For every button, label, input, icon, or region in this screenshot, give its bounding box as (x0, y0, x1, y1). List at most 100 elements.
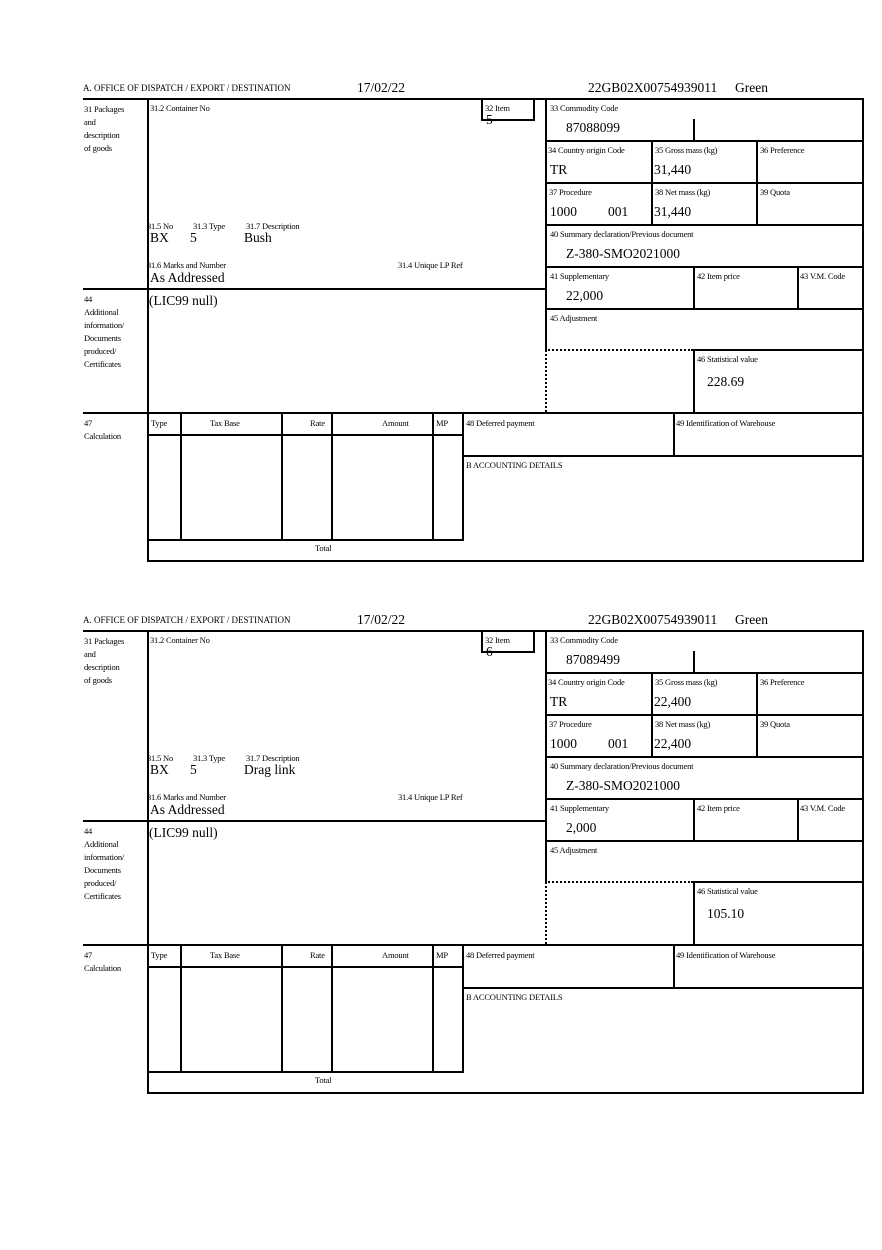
calc-col-amount: Amount (382, 418, 409, 428)
preference-label: 36 Preference (760, 677, 805, 687)
divider (545, 140, 864, 142)
route: Green (735, 612, 768, 627)
item-value: 6 (486, 644, 493, 659)
container-no-label: 31.2 Container No (150, 103, 210, 113)
procedure-value: 1000 (550, 736, 577, 751)
divider (83, 288, 547, 290)
divider (147, 1092, 864, 1094)
warehouse-label: 49 Identification of Warehouse (676, 418, 776, 428)
divider (331, 412, 333, 539)
supplementary-label: 41 Supplementary (550, 803, 609, 813)
quota-label: 39 Quota (760, 719, 790, 729)
supplementary-label: 41 Supplementary (550, 271, 609, 281)
procedure-code-value: 001 (608, 736, 629, 751)
packages-label: 31 Packages and description of goods (84, 635, 124, 687)
office-heading: A. OFFICE OF DISPATCH / EXPORT / DESTINA… (83, 83, 291, 93)
label-line: Documents (84, 333, 121, 343)
divider (673, 944, 675, 987)
label-line: information/ (84, 320, 125, 330)
divider (432, 412, 434, 539)
calc-col-amount: Amount (382, 950, 409, 960)
label-line: of goods (84, 143, 112, 153)
divider (481, 630, 483, 652)
type-value: 5 (190, 230, 197, 245)
calc-col-rate: Rate (310, 950, 325, 960)
description-label: 31.7 Description (246, 221, 300, 231)
no-label: 31.5 No (147, 753, 173, 763)
item-label: 32 Item (485, 103, 510, 113)
divider (481, 651, 535, 653)
gross-mass-value: 22,400 (654, 694, 692, 709)
divider (545, 349, 693, 351)
divider (545, 714, 864, 716)
divider (147, 1071, 462, 1073)
type-label: 31.3 Type (193, 221, 225, 231)
country-label: 34 Country origin Code (548, 145, 625, 155)
summary-value: Z-380-SMO2021000 (566, 778, 680, 793)
divider (481, 98, 483, 120)
container-no-label: 31.2 Container No (150, 635, 210, 645)
divider (545, 224, 864, 226)
accounting-details-label: B ACCOUNTING DETAILS (466, 460, 563, 470)
label-line: 31 Packages (84, 104, 125, 114)
total-label: Total (315, 543, 332, 553)
divider (693, 119, 695, 140)
calc-col-rate: Rate (310, 418, 325, 428)
label-line: Calculation (84, 963, 121, 973)
statistical-value: 105.10 (707, 906, 745, 921)
calc-col-mp: MP (436, 418, 448, 428)
divider (83, 98, 864, 100)
additional-info-label: 44 Additional information/ Documents pro… (84, 825, 124, 903)
country-label: 34 Country origin Code (548, 677, 625, 687)
label-line: Calculation (84, 431, 121, 441)
divider (481, 119, 535, 121)
gross-mass-value: 31,440 (654, 162, 692, 177)
label-line: 47 (84, 950, 93, 960)
label-line: Documents (84, 865, 121, 875)
supplementary-value: 2,000 (566, 820, 597, 835)
divider (545, 182, 864, 184)
divider (83, 820, 547, 822)
divider (83, 412, 864, 414)
procedure-label: 37 Procedure (549, 719, 592, 729)
total-label: Total (315, 1075, 332, 1085)
marks-label: 31.6 Marks and Number (147, 792, 226, 802)
divider (281, 412, 283, 539)
description-value: Bush (244, 230, 272, 245)
summary-label: 40 Summary declaration/Previous document (550, 761, 694, 771)
country-value: TR (550, 162, 568, 177)
divider (693, 798, 695, 840)
divider (147, 539, 462, 541)
commodity-value: 87088099 (566, 120, 620, 135)
label-line: 44 (84, 294, 93, 304)
divider (147, 630, 149, 1093)
unique-lp-label: 31.4 Unique LP Ref (398, 260, 463, 270)
statistical-value-label: 46 Statistical value (697, 354, 758, 364)
label-line: 47 (84, 418, 93, 428)
divider (862, 98, 864, 561)
accounting-details-label: B ACCOUNTING DETAILS (466, 992, 563, 1002)
label-line: and (84, 117, 96, 127)
reference: 22GB02X00754939011 (588, 612, 718, 627)
divider (545, 350, 547, 412)
procedure-value: 1000 (550, 204, 577, 219)
divider (462, 455, 864, 457)
net-mass-label: 38 Net mass (kg) (655, 187, 711, 197)
net-mass-value: 22,400 (654, 736, 692, 751)
calc-col-type: Type (151, 950, 168, 960)
divider (797, 266, 799, 308)
divider (756, 672, 758, 756)
unique-lp-label: 31.4 Unique LP Ref (398, 792, 463, 802)
divider (797, 798, 799, 840)
label-line: description (84, 662, 120, 672)
commodity-value: 87089499 (566, 652, 620, 667)
label-line: information/ (84, 852, 125, 862)
divider (756, 140, 758, 224)
label-line: Additional (84, 307, 119, 317)
divider (545, 756, 864, 758)
deferred-payment-label: 48 Deferred payment (466, 418, 535, 428)
no-value: BX (150, 762, 169, 777)
calculation-label: 47 Calculation (84, 417, 121, 443)
divider (651, 140, 653, 224)
